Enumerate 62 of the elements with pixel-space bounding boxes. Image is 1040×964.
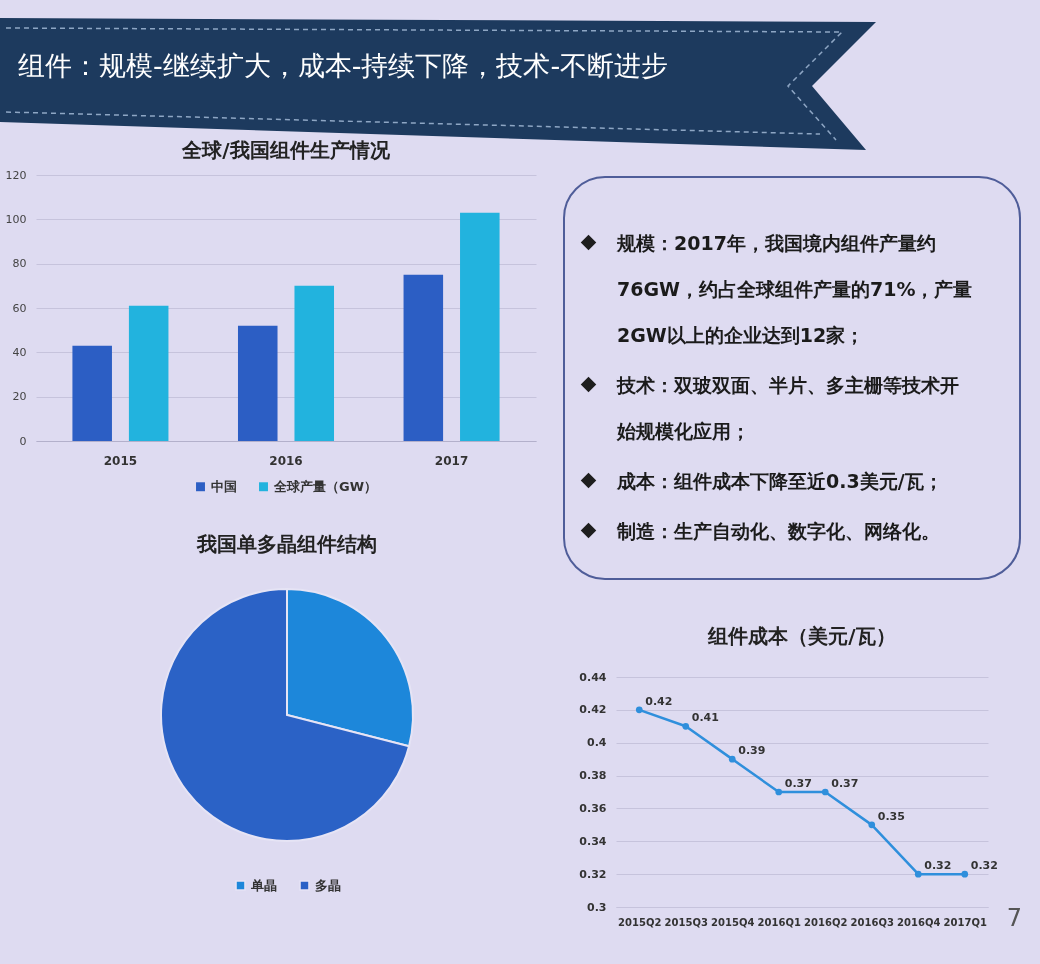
point bbox=[821, 788, 829, 796]
bar bbox=[460, 212, 500, 441]
text: 组件：规模-继续扩大，成本-持续下降，技术-不断进步 bbox=[18, 49, 669, 83]
x-tick-label: 2017Q1 bbox=[943, 916, 987, 928]
y-tick-label: 120 bbox=[5, 168, 27, 182]
x-tick-label: 2016Q4 bbox=[897, 916, 941, 928]
point bbox=[961, 870, 969, 878]
y-tick-label: 0.32 bbox=[579, 867, 607, 881]
y-tick-label: 20 bbox=[12, 390, 27, 404]
text: 7 bbox=[1006, 904, 1022, 932]
bar bbox=[403, 274, 444, 441]
legend-label: 单晶 bbox=[250, 877, 277, 893]
x-tick-label: 2016Q1 bbox=[757, 916, 801, 928]
y-tick-label: 0.34 bbox=[579, 834, 607, 848]
bar bbox=[128, 305, 169, 441]
y-tick-label: 0.44 bbox=[579, 670, 607, 684]
bar bbox=[237, 325, 278, 441]
bar bbox=[294, 285, 335, 441]
y-tick-label: 0.3 bbox=[587, 900, 607, 914]
x-tick-label: 2015 bbox=[103, 453, 138, 468]
point bbox=[635, 706, 643, 714]
chart-title: 全球/我国组件生产情况 bbox=[181, 138, 391, 162]
point bbox=[682, 722, 690, 730]
data-label: 0.39 bbox=[738, 744, 766, 758]
y-tick-label: 0.36 bbox=[579, 801, 607, 815]
x-tick-label: 2016Q2 bbox=[804, 916, 848, 928]
x-tick-label: 2015Q4 bbox=[711, 916, 755, 928]
text: 成本：组件成本下降至近0.3美元/瓦； bbox=[617, 470, 943, 492]
x-tick-label: 2017 bbox=[434, 453, 469, 468]
y-tick-label: 0.38 bbox=[579, 769, 607, 783]
y-tick-label: 0.42 bbox=[579, 703, 607, 717]
y-tick-label: 0 bbox=[19, 434, 27, 448]
text: 技术：双玻双面、半片、多主栅等技术开始规模化应用； bbox=[617, 374, 959, 442]
point bbox=[914, 870, 922, 878]
y-tick-label: 100 bbox=[5, 212, 27, 226]
bar bbox=[72, 345, 112, 441]
legend-label: 多晶 bbox=[315, 877, 341, 893]
x-tick-label: 2016Q3 bbox=[850, 916, 894, 928]
pie-slice bbox=[160, 588, 411, 842]
legend-label: 全球产量（GW） bbox=[273, 478, 378, 494]
point bbox=[868, 821, 876, 829]
y-tick-label: 80 bbox=[12, 257, 27, 271]
legend-label: 中国 bbox=[211, 478, 237, 494]
chart-title: 我国单多晶组件结构 bbox=[196, 532, 377, 556]
y-tick-label: 60 bbox=[12, 301, 27, 315]
point bbox=[728, 755, 736, 763]
data-label: 0.32 bbox=[970, 859, 998, 873]
data-label: 0.37 bbox=[831, 777, 859, 790]
data-label: 0.32 bbox=[924, 859, 952, 873]
data-label: 0.35 bbox=[877, 809, 905, 823]
data-label: 0.42 bbox=[645, 694, 673, 708]
point bbox=[775, 788, 783, 796]
x-tick-label: 2015Q3 bbox=[664, 916, 708, 928]
x-tick-label: 2015Q2 bbox=[618, 916, 662, 928]
y-tick-label: 0.4 bbox=[587, 736, 607, 750]
data-label: 0.37 bbox=[784, 777, 812, 790]
x-tick-label: 2016 bbox=[269, 453, 303, 468]
chart-title: 组件成本（美元/瓦） bbox=[707, 624, 896, 648]
y-tick-label: 40 bbox=[12, 345, 27, 359]
text: 规模：2017年，我国境内组件产量约76GW，约占全球组件产量的71%，产量2GW以上的企业达到12家； bbox=[617, 232, 973, 346]
text: 制造：生产自动化、数字化、网络化。 bbox=[617, 520, 940, 542]
data-label: 0.41 bbox=[691, 711, 719, 725]
